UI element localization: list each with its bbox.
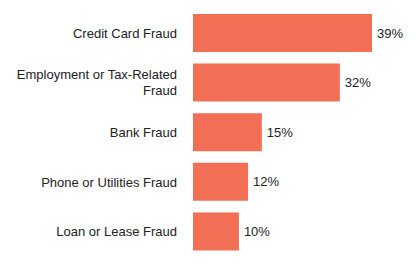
svg-text:Credit Card Fraud: Credit Card Fraud: [73, 25, 177, 40]
svg-text:32%: 32%: [345, 75, 371, 90]
svg-text:Loan or Lease Fraud: Loan or Lease Fraud: [56, 224, 177, 239]
svg-text:39%: 39%: [377, 26, 403, 41]
svg-text:12%: 12%: [253, 174, 279, 189]
svg-text:Phone or Utilities Fraud: Phone or Utilities Fraud: [41, 174, 177, 189]
svg-text:15%: 15%: [267, 125, 293, 140]
svg-text:Bank Fraud: Bank Fraud: [110, 125, 177, 140]
svg-text:Employment or Tax-RelatedFraud: Employment or Tax-RelatedFraud: [17, 67, 177, 98]
svg-text:10%: 10%: [244, 224, 270, 239]
